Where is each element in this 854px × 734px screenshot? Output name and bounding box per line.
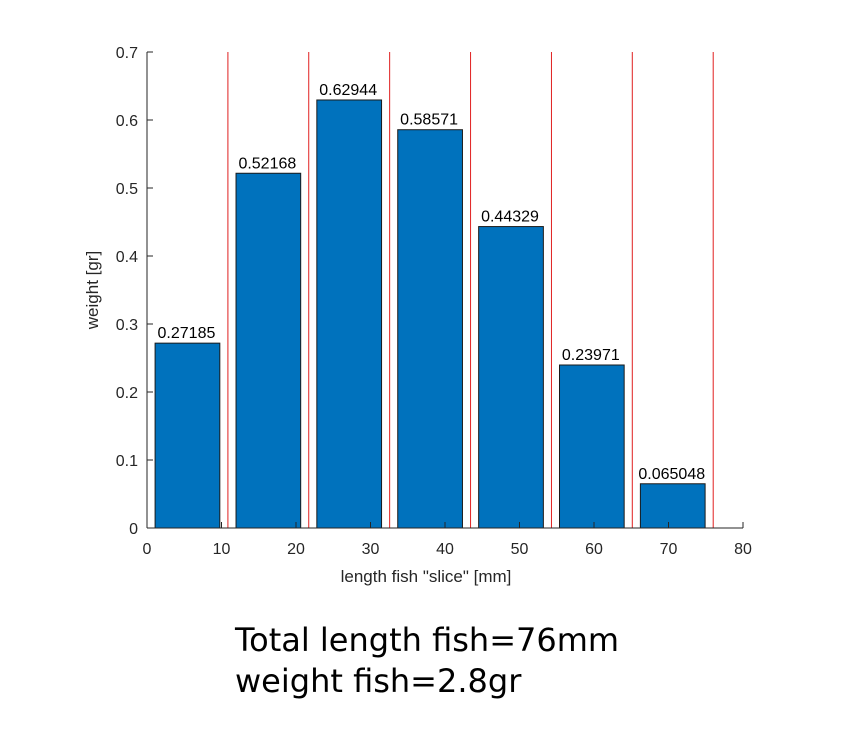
bar-data-label: 0.23971 xyxy=(562,347,620,364)
bar xyxy=(559,364,625,529)
y-tick-label: 0.7 xyxy=(116,45,138,62)
bar xyxy=(235,172,302,529)
x-tick-label: 10 xyxy=(213,541,231,558)
bar-data-label: 0.44329 xyxy=(481,209,539,226)
bar-data-label: 0.52168 xyxy=(238,155,296,172)
x-tick-label: 0 xyxy=(143,541,152,558)
x-tick-label: 50 xyxy=(511,541,529,558)
y-tick-label: 0.4 xyxy=(116,249,138,266)
y-axis-label: weight [gr] xyxy=(83,251,102,330)
y-axis-ticks: 0 0.1 0.2 0.3 0.4 0.5 0.6 0.7 xyxy=(116,45,153,538)
y-tick-label: 0 xyxy=(129,521,138,538)
x-tick-label: 80 xyxy=(734,541,752,558)
bar xyxy=(397,129,463,529)
bar xyxy=(316,99,383,529)
bar-data-label: 0.62944 xyxy=(319,82,377,99)
x-axis-ticks: 0 10 20 30 40 50 60 70 80 xyxy=(143,522,752,558)
bar-data-label: 0.27185 xyxy=(158,325,216,342)
y-tick-label: 0.1 xyxy=(116,453,138,470)
y-tick-label: 0.3 xyxy=(116,317,138,334)
x-tick-label: 20 xyxy=(287,541,305,558)
caption: Total length fish=76mm weight fish=2.8gr xyxy=(235,620,619,702)
bar-data-label: 0.065048 xyxy=(638,466,705,483)
bar xyxy=(639,483,706,529)
bar-data-label: 0.58571 xyxy=(400,112,458,129)
x-tick-label: 60 xyxy=(585,541,603,558)
x-tick-label: 40 xyxy=(436,541,454,558)
caption-weight: weight fish=2.8gr xyxy=(235,662,522,700)
y-tick-label: 0.6 xyxy=(116,113,138,130)
y-tick-label: 0.5 xyxy=(116,181,138,198)
bar xyxy=(154,342,221,529)
x-axis-label: length fish "slice" [mm] xyxy=(341,567,512,586)
x-tick-label: 70 xyxy=(660,541,678,558)
caption-total-length: Total length fish=76mm xyxy=(235,621,620,659)
bar-data-labels: 0.27185 0.52168 0.62944 0.58571 0.44329 0.239… xyxy=(158,82,706,483)
y-tick-label: 0.2 xyxy=(116,385,138,402)
slice-boundary-lines xyxy=(227,52,714,528)
x-tick-label: 30 xyxy=(362,541,380,558)
bar xyxy=(478,226,544,529)
bars xyxy=(154,99,706,529)
